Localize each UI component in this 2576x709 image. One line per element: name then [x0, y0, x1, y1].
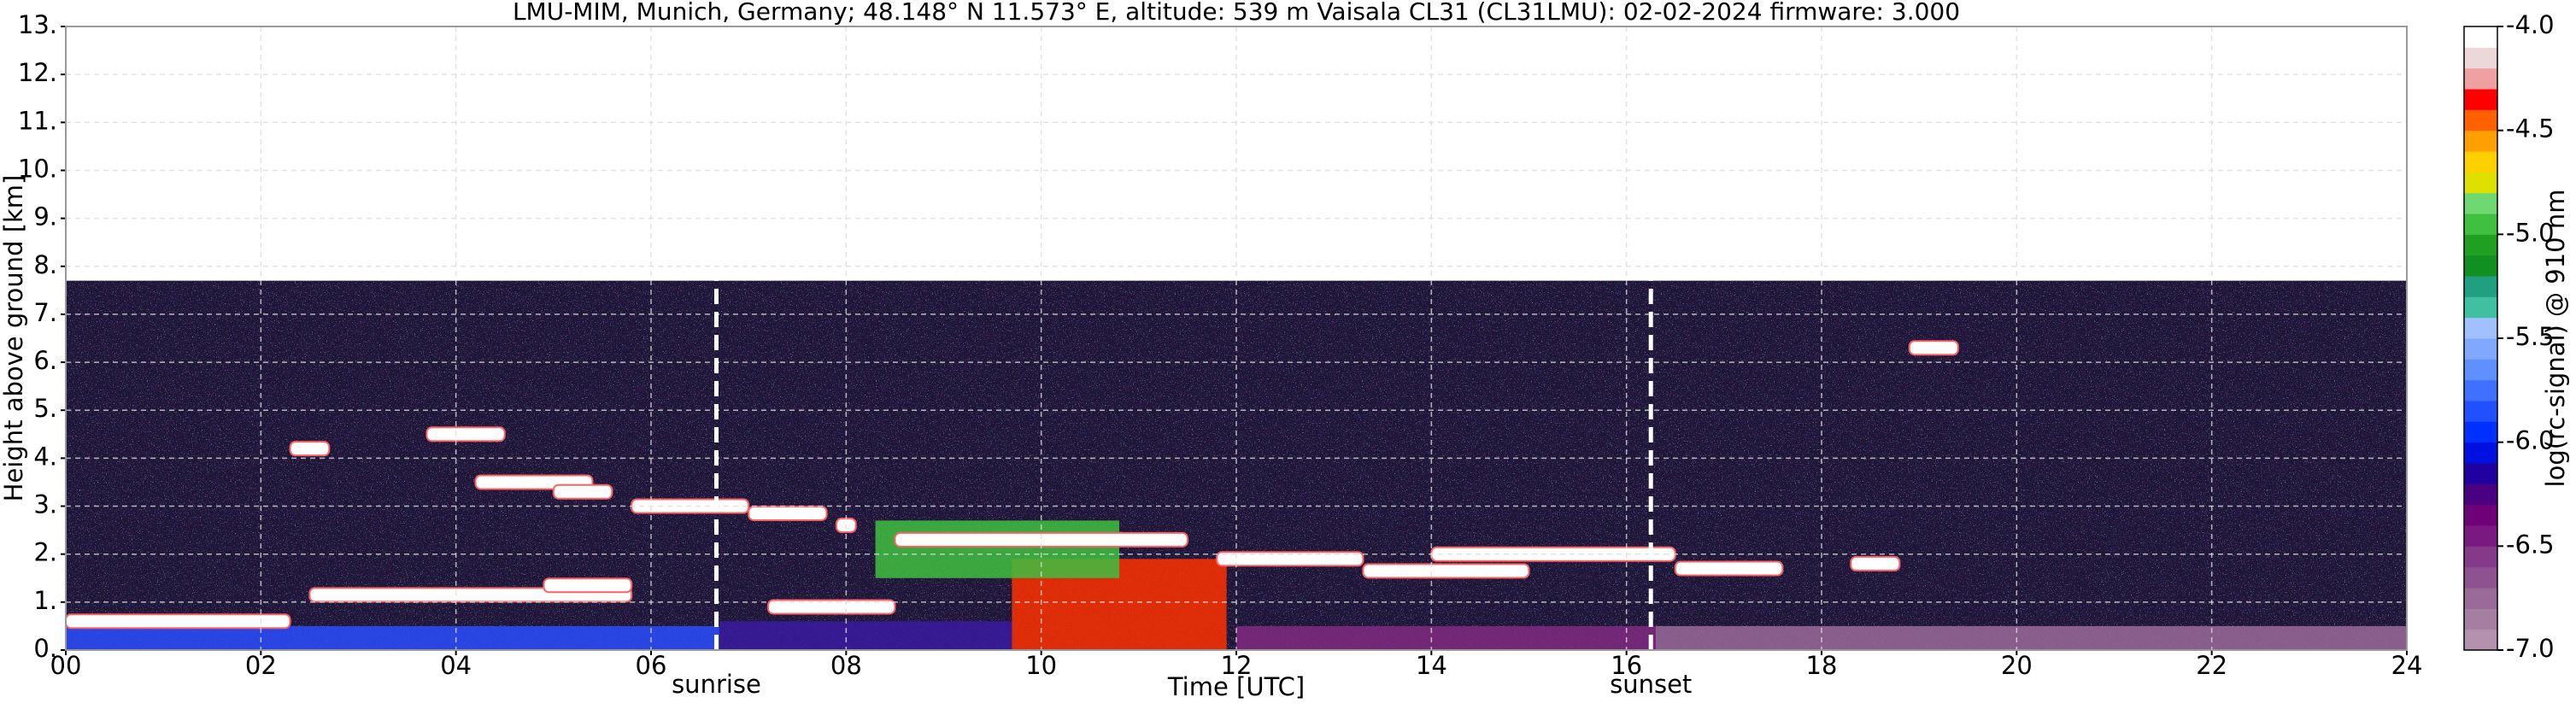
x-tick-label: 20 — [2001, 651, 2033, 680]
cloud-layer — [552, 483, 613, 500]
colorbar-swatch — [2464, 504, 2497, 526]
colorbar-swatch — [2464, 483, 2497, 506]
y-tick-label: 7. — [33, 298, 57, 327]
colorbar-swatch — [2464, 463, 2497, 484]
x-tick-label: 18 — [1806, 651, 1838, 680]
cloud-layer — [65, 613, 291, 630]
colorbar-tick-label: -6.0 — [2506, 426, 2555, 455]
colorbar-swatch — [2464, 608, 2497, 630]
colorbar-swatch — [2464, 47, 2497, 69]
colorbar-swatch — [2464, 172, 2497, 194]
signal-region — [66, 625, 719, 650]
y-tick-label: 8. — [33, 250, 57, 279]
colorbar-swatch — [2464, 192, 2497, 214]
x-tick-label: 24 — [2391, 651, 2423, 680]
colorbar-swatch — [2464, 317, 2497, 339]
x-tick-label: 04 — [440, 651, 472, 680]
y-axis-label: Height above ground [km] — [0, 175, 28, 502]
colorbar-tick-label: -5.0 — [2506, 218, 2555, 247]
colorbar-tick-label: -4.5 — [2506, 114, 2555, 144]
cloud-layer — [748, 505, 828, 521]
y-tick-label: 0. — [33, 634, 57, 663]
signal-region — [719, 621, 1012, 650]
colorbar-swatch — [2464, 359, 2497, 381]
signal-region — [1236, 625, 1656, 650]
x-tick-label: 02 — [245, 651, 277, 680]
colorbar-swatch — [2464, 338, 2497, 360]
colorbar-swatch — [2464, 442, 2497, 464]
colorbar-swatch — [2464, 525, 2497, 547]
colorbar-swatch — [2464, 421, 2497, 443]
colorbar-swatch — [2464, 151, 2497, 173]
colorbar-swatch — [2464, 67, 2497, 90]
cloud-layer — [1216, 551, 1364, 567]
colorbar-swatch — [2464, 296, 2497, 319]
y-tick-label: 2. — [33, 538, 57, 567]
colorbar-swatch — [2464, 234, 2497, 256]
x-tick-label: 06 — [636, 651, 667, 680]
colorbar-swatch — [2464, 89, 2497, 110]
signal-region — [1655, 625, 2407, 650]
cloud-layer — [1674, 560, 1784, 577]
colorbar-tick-label: -5.5 — [2506, 322, 2555, 351]
x-axis-label: Time [UTC] — [1167, 672, 1305, 701]
signal-region — [875, 520, 1119, 578]
colorbar-tick-label: -6.5 — [2506, 530, 2555, 559]
colorbar-swatch — [2464, 214, 2497, 235]
x-tick-label: 08 — [830, 651, 862, 680]
chart-title: LMU-MIM, Munich, Germany; 48.148° N 11.5… — [513, 0, 1960, 26]
colorbar-swatch — [2464, 109, 2497, 132]
colorbar-swatch — [2464, 401, 2497, 422]
x-tick-label: 12 — [1221, 651, 1253, 680]
colorbar-swatch — [2464, 130, 2497, 152]
y-tick-label: 6. — [33, 346, 57, 375]
y-tick-label: 10. — [18, 154, 57, 183]
colorbar-swatch — [2464, 629, 2497, 651]
plot-frame — [65, 26, 2408, 651]
y-tick-label: 4. — [33, 442, 57, 471]
y-tick-label: 9. — [33, 202, 57, 231]
cloud-layer — [425, 426, 506, 442]
annotation-label: sunrise — [672, 670, 761, 699]
y-tick-label: 5. — [33, 394, 57, 423]
cloud-layer — [767, 599, 896, 615]
x-tick-label: 00 — [50, 651, 82, 680]
colorbar-swatch — [2464, 546, 2497, 568]
cloud-layer — [1850, 555, 1901, 571]
y-tick-label: 13. — [18, 10, 57, 39]
colorbar-label: log(rc-signal) @ 910 nm — [2541, 190, 2570, 488]
x-tick-label: 16 — [1611, 651, 1642, 680]
cloud-layer — [289, 441, 331, 457]
colorbar-tick-label: -4.0 — [2506, 10, 2555, 39]
x-tick-label: 22 — [2196, 651, 2227, 680]
cloud-layer — [1908, 340, 1959, 356]
colorbar-swatch — [2464, 566, 2497, 589]
x-tick-label: 14 — [1416, 651, 1447, 680]
y-tick-label: 12. — [18, 58, 57, 87]
x-tick-label: 10 — [1025, 651, 1057, 680]
annotation-label: sunset — [1610, 670, 1692, 699]
y-tick-label: 11. — [18, 106, 57, 135]
colorbar-swatch — [2464, 26, 2497, 48]
colorbar-tick-label: -7.0 — [2506, 634, 2555, 663]
y-tick-label: 1. — [33, 586, 57, 615]
cloud-layer — [1362, 563, 1530, 579]
y-tick-label: 3. — [33, 490, 57, 519]
colorbar-swatch — [2464, 379, 2497, 401]
cloud-layer — [543, 577, 633, 594]
colorbar-swatch — [2464, 588, 2497, 609]
colorbar-swatch — [2464, 276, 2497, 297]
colorbar-swatch — [2464, 255, 2497, 277]
